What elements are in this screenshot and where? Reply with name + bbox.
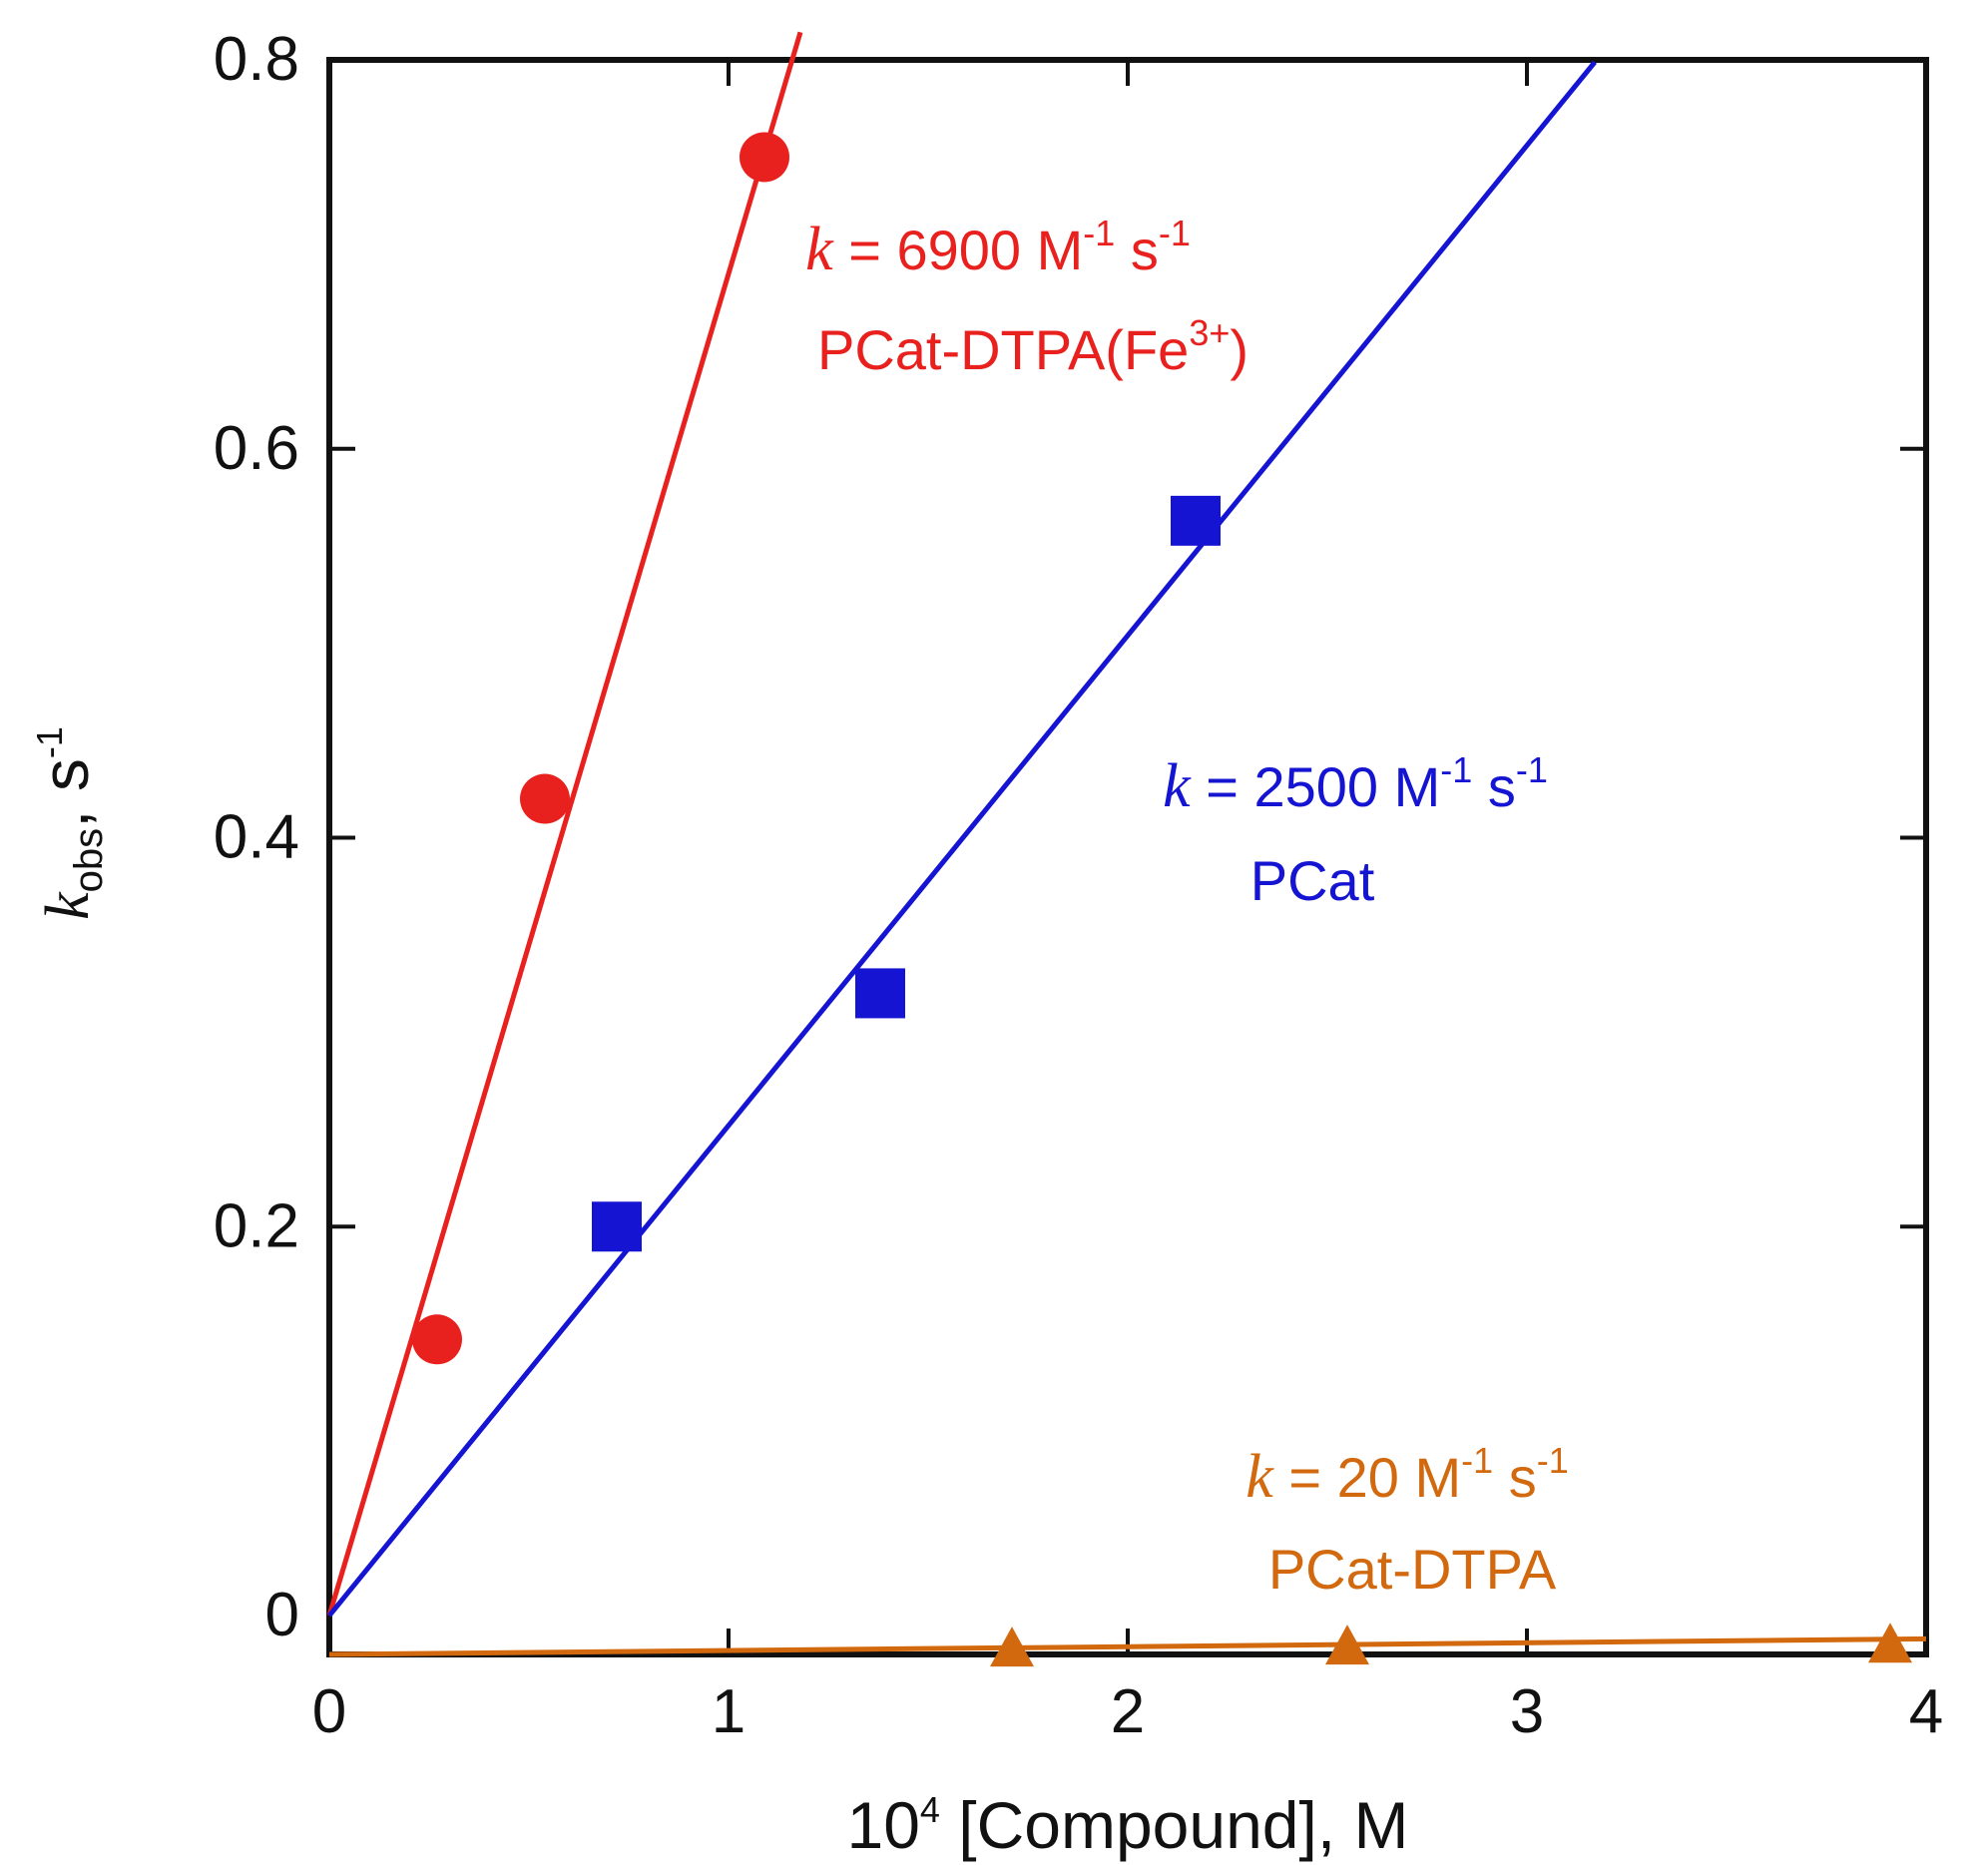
annotation-label-pcat: PCat bbox=[1250, 849, 1375, 912]
x-tick-label: 4 bbox=[1909, 1677, 1943, 1746]
y-tick-label: 0 bbox=[265, 1581, 299, 1649]
y-tick-label: 0.6 bbox=[214, 414, 299, 483]
data-markers bbox=[412, 132, 1912, 1667]
x-axis-title: 104 [Compound], M bbox=[847, 1788, 1409, 1862]
annotation-rate-pcat-exp2: -1 bbox=[1516, 749, 1548, 790]
data-point-triangle bbox=[990, 1627, 1034, 1667]
x-axis-title-rest: [Compound], M bbox=[940, 1788, 1409, 1862]
annotation-rate-fe: k = 6900 M-1 s-1 bbox=[805, 213, 1191, 283]
annotation-rate-fe-eq: = 6900 M bbox=[833, 219, 1084, 281]
annotation-label-fe-sup: 3+ bbox=[1189, 312, 1230, 353]
y-axis-title: kobs, s-1 bbox=[28, 726, 111, 920]
annotation-rate-fe-exp2: -1 bbox=[1159, 213, 1191, 253]
annotation-rate-dtpa-mid: s bbox=[1493, 1446, 1537, 1509]
y-tick-label: 0.2 bbox=[214, 1191, 299, 1260]
x-tick-label: 2 bbox=[1111, 1677, 1145, 1746]
annotation-rate-pcat-eq: = 2500 M bbox=[1191, 755, 1441, 818]
annotation-label-fe: PCat-DTPA(Fe3+) bbox=[817, 312, 1248, 381]
y-axis-title-exp: -1 bbox=[29, 726, 70, 758]
annotation-rate-dtpa-exp2: -1 bbox=[1537, 1440, 1569, 1481]
data-point-square bbox=[592, 1201, 642, 1252]
annotation-label-pcat-base: PCat bbox=[1250, 849, 1375, 912]
y-axis-title-sub: obs bbox=[67, 828, 111, 893]
data-point-circle bbox=[520, 773, 570, 824]
fit-line-1 bbox=[327, 60, 1597, 1618]
y-tick-label: 0.4 bbox=[214, 803, 299, 872]
fit-line-0 bbox=[326, 31, 803, 1617]
annotation-rate-pcat-mid: s bbox=[1472, 755, 1516, 818]
annotation-rate-dtpa-eq: = 20 M bbox=[1273, 1446, 1461, 1509]
x-tick-label: 1 bbox=[712, 1677, 746, 1746]
data-point-square bbox=[1171, 495, 1221, 546]
y-axis-title-rest: , s bbox=[28, 758, 102, 828]
annotation-rate-dtpa-k: k bbox=[1245, 1443, 1274, 1511]
plot-frame bbox=[326, 57, 1929, 1657]
x-tick-label: 0 bbox=[312, 1677, 346, 1746]
data-point-circle bbox=[412, 1314, 462, 1365]
x-axis-title-base: 10 bbox=[847, 1788, 920, 1862]
data-point-triangle bbox=[1868, 1623, 1912, 1663]
x-axis-title-exp: 4 bbox=[920, 1789, 940, 1830]
annotation-rate-pcat-exp1: -1 bbox=[1440, 749, 1472, 790]
annotation-rate-pcat: k = 2500 M-1 s-1 bbox=[1163, 749, 1548, 820]
y-axis-title-k: k bbox=[34, 891, 102, 920]
annotation-rate-fe-k: k bbox=[805, 216, 834, 283]
axes-layer: 0 1 2 3 4 0 0.2 0.4 0.6 0.8 bbox=[214, 25, 1943, 1746]
y-tick-label: 0.8 bbox=[214, 25, 299, 94]
annotation-label-fe-end: ) bbox=[1230, 318, 1248, 381]
annotation-rate-fe-mid: s bbox=[1115, 219, 1159, 281]
annotation-label-dtpa: PCat-DTPA bbox=[1268, 1538, 1557, 1601]
data-point-triangle bbox=[1325, 1625, 1369, 1665]
annotation-label-dtpa-base: PCat-DTPA bbox=[1268, 1538, 1557, 1601]
data-point-circle bbox=[740, 132, 789, 183]
fit-line-2 bbox=[328, 1635, 1927, 1657]
annotation-rate-pcat-k: k bbox=[1163, 752, 1192, 820]
annotation-label-fe-base: PCat-DTPA(Fe bbox=[817, 318, 1189, 381]
x-tick-label: 3 bbox=[1510, 1677, 1544, 1746]
fit-lines bbox=[326, 31, 1927, 1657]
annotation-rate-dtpa-exp1: -1 bbox=[1461, 1440, 1493, 1481]
annotation-rate-fe-exp1: -1 bbox=[1083, 213, 1115, 253]
data-point-square bbox=[855, 968, 905, 1019]
annotation-rate-dtpa: k = 20 M-1 s-1 bbox=[1245, 1440, 1568, 1511]
